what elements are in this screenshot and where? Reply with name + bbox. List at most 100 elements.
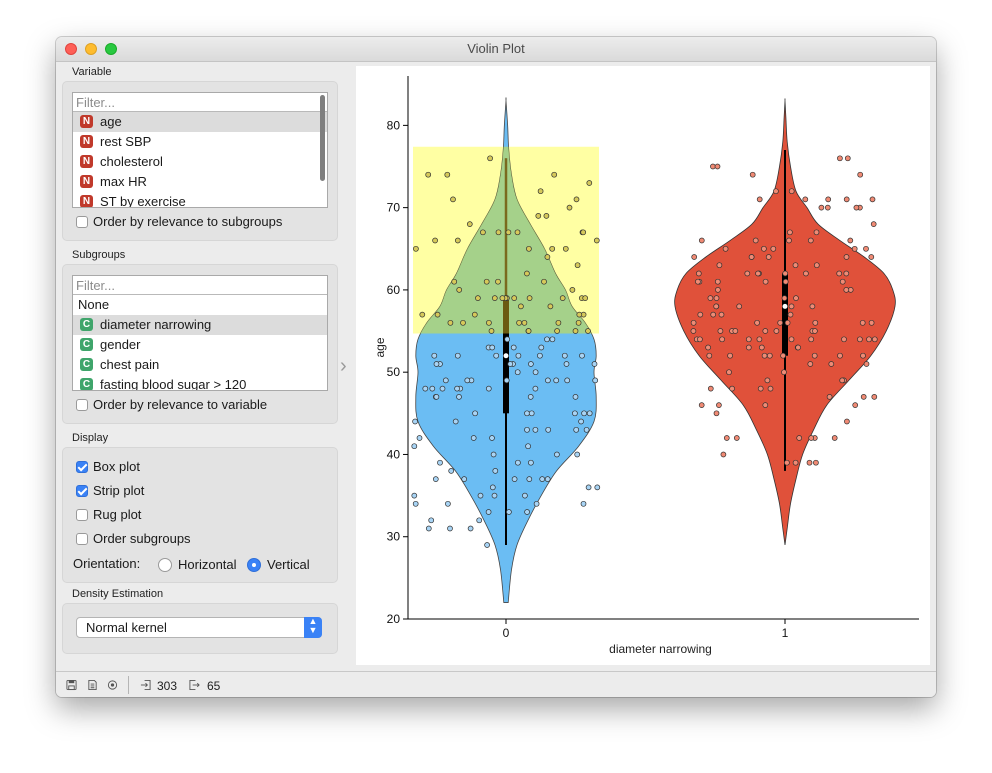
strip-point (695, 278, 701, 285)
strip-point (411, 492, 418, 499)
minimize-window-button[interactable] (85, 43, 97, 55)
strip-point (713, 303, 720, 310)
strip-point (691, 254, 698, 260)
violin-chart[interactable]: 20 30 40 50 60 70 80 0 1 diameter narrowing age (356, 66, 930, 665)
report-icon[interactable] (87, 679, 98, 691)
maximize-window-button[interactable] (105, 43, 117, 55)
strip-point (495, 229, 502, 236)
window-title: Violin Plot (467, 41, 525, 56)
strip-point (528, 361, 534, 367)
strip-point (803, 270, 809, 277)
select-arrows-icon: ▲ ▼ (304, 617, 322, 638)
collapse-panel-chevron-icon[interactable]: › (340, 355, 347, 377)
box-plot-checkbox[interactable] (76, 461, 88, 473)
strip-point (792, 459, 799, 466)
strip-point (764, 377, 771, 384)
strip-point (506, 509, 512, 515)
save-icon[interactable] (66, 679, 77, 691)
strip-point (580, 229, 587, 236)
strip-point (450, 196, 456, 203)
strip-point (460, 319, 466, 326)
strip-point (526, 245, 532, 252)
strip-point (806, 459, 813, 466)
close-window-button[interactable] (65, 43, 77, 55)
strip-point (518, 303, 524, 310)
subgroups-filter-input[interactable]: Filter... (73, 276, 327, 295)
subgroup-item-none[interactable]: None (78, 297, 110, 312)
strip-point (847, 237, 854, 244)
help-icon[interactable] (107, 679, 118, 691)
median-1 (782, 303, 788, 309)
strip-point (593, 237, 600, 244)
strip-point (510, 344, 517, 351)
rug-plot-label: Rug plot (93, 507, 142, 522)
strip-point (870, 221, 877, 227)
strip-plot-checkbox[interactable] (76, 485, 88, 497)
strip-point (868, 319, 875, 326)
y-axis-label: age (373, 337, 387, 357)
strip-point (511, 295, 518, 301)
strip-point (543, 213, 550, 219)
strip-point (549, 336, 556, 343)
strip-point (793, 295, 799, 301)
strip-point (761, 352, 768, 359)
box-1 (782, 273, 788, 356)
strip-point (544, 336, 550, 343)
strip-point (579, 352, 585, 359)
strip-point (566, 204, 573, 211)
strip-point (715, 287, 721, 293)
strip-point (767, 385, 774, 392)
rug-plot-checkbox[interactable] (76, 509, 88, 521)
variable-filter-input[interactable]: Filter... (73, 93, 327, 112)
strip-point (788, 303, 795, 310)
strip-point (507, 361, 514, 367)
strip-point (461, 476, 468, 482)
strip-point (808, 336, 815, 343)
strip-point (433, 394, 440, 400)
vertical-radio[interactable] (247, 558, 261, 572)
strip-point (555, 319, 562, 326)
plot-area[interactable]: 20 30 40 50 60 70 80 0 1 diameter narrowing age (356, 66, 930, 665)
strip-point (723, 435, 730, 441)
orientation-label: Orientation: (73, 556, 141, 571)
strip-point (718, 311, 725, 318)
kernel-select[interactable]: Normal kernel ▲ ▼ (76, 617, 322, 638)
strip-point (559, 295, 566, 301)
variable-list-scrollbar[interactable] (320, 95, 325, 181)
order-by-relevance-variable-checkbox[interactable] (76, 399, 88, 411)
strip-point (745, 344, 752, 351)
strip-point (813, 459, 819, 466)
variable-item-label: cholesterol (100, 154, 163, 169)
strip-point (697, 336, 703, 343)
variable-item[interactable]: N ST by exercise (73, 192, 327, 207)
order-by-relevance-subgroups-checkbox[interactable] (76, 216, 88, 228)
variable-section-label: Variable (72, 66, 112, 78)
strip-point (762, 402, 769, 408)
strip-point (843, 254, 850, 260)
strip-point (516, 319, 522, 326)
strip-point (489, 344, 496, 351)
horizontal-radio[interactable] (158, 558, 172, 572)
strip-point (754, 319, 760, 326)
strip-point (716, 262, 723, 269)
title-bar: Violin Plot (56, 37, 936, 62)
order-subgroups-checkbox[interactable] (76, 533, 88, 545)
strip-point (573, 196, 580, 203)
strip-point (714, 163, 721, 170)
numeric-type-icon: N (80, 135, 93, 148)
strip-point (795, 344, 801, 351)
strip-point (447, 525, 453, 532)
strip-point (825, 196, 832, 203)
strip-point (480, 229, 486, 236)
